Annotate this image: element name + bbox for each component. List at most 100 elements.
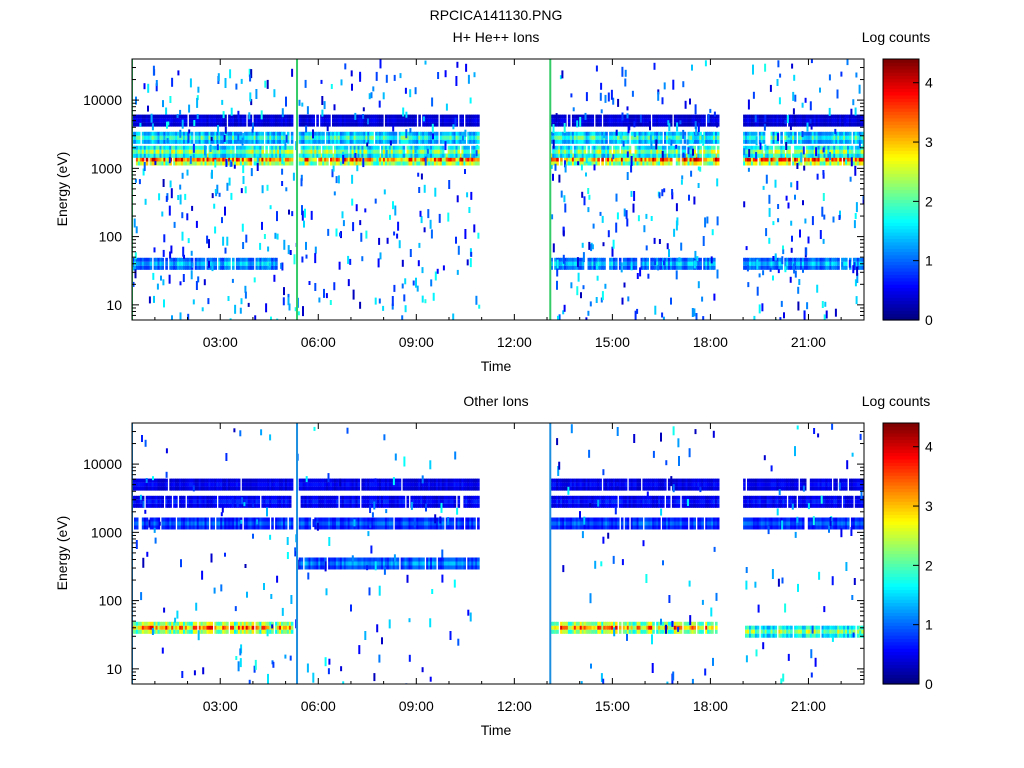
spectrogram-cell: [449, 131, 453, 136]
spectrogram-cell: [320, 161, 323, 166]
spectrogram-cell: [711, 139, 714, 144]
spectrogram-cell: [378, 298, 381, 304]
spectrogram-cell: [711, 265, 714, 270]
spectrogram-cell: [788, 118, 791, 123]
spectrogram-cell: [283, 287, 285, 296]
spectrogram-cell: [326, 122, 329, 127]
spectrogram-cell: [161, 265, 164, 270]
spectrogram-cell: [200, 261, 204, 266]
spectrogram-cell: [780, 161, 783, 166]
spectrogram-cell: [669, 153, 673, 158]
spectrogram-cell: [550, 261, 553, 266]
spectrogram-cell: [137, 135, 141, 140]
spectrogram-cell: [583, 149, 587, 154]
spectrogram-cell: [638, 161, 642, 166]
spectrogram-cell: [781, 256, 784, 265]
spectrogram-cell: [396, 161, 400, 166]
spectrogram-cell: [157, 261, 161, 266]
spectrogram-cell: [355, 204, 358, 212]
spectrogram-cell: [774, 265, 778, 270]
spectrogram-cell: [414, 122, 417, 127]
spectrogram-cell: [210, 122, 213, 127]
spectrogram-cell: [359, 118, 362, 123]
spectrogram-cell: [241, 137, 244, 146]
spectrogram-cell: [390, 135, 394, 140]
spectrogram-cell: [581, 242, 584, 248]
spectrogram-cell: [141, 161, 145, 166]
spectrogram-cell: [414, 114, 417, 119]
spectrogram-cell: [285, 187, 288, 192]
spectrogram-cell: [301, 256, 304, 263]
spectrogram-cell: [351, 118, 355, 123]
spectrogram-cell: [666, 114, 669, 119]
spectrogram-cell: [341, 139, 345, 144]
spectrogram-cell: [713, 122, 716, 127]
spectrogram-cell: [266, 184, 269, 191]
spectrogram-cell: [615, 118, 618, 123]
spectrogram-cell: [695, 114, 698, 119]
spectrogram-cell: [257, 118, 261, 123]
spectrogram-cell: [184, 193, 187, 200]
spectrogram-cell: [320, 139, 323, 144]
spectrogram-cell: [175, 149, 178, 154]
spectrogram-cell: [375, 71, 378, 81]
spectrogram-cell: [232, 122, 235, 127]
spectrogram-cell: [583, 196, 586, 206]
spectrogram-cell: [630, 156, 633, 166]
spectrogram-cell: [552, 243, 555, 253]
spectrogram-cell: [642, 257, 645, 262]
spectrogram-cell: [772, 153, 776, 158]
spectrogram-cell: [828, 107, 831, 116]
spectrogram-cell: [815, 114, 819, 119]
spectrogram-cell: [434, 271, 437, 281]
spectrogram-cell: [452, 313, 455, 320]
spectrogram-cell: [367, 118, 369, 125]
spectrogram-cell: [269, 145, 272, 150]
spectrogram-cell: [142, 168, 145, 176]
spectrogram-cell: [396, 153, 400, 158]
spectrogram-cell: [613, 265, 616, 270]
spectrogram-cell: [291, 211, 294, 217]
spectrogram-cell: [298, 157, 302, 162]
spectrogram-cell: [567, 153, 571, 158]
spectrogram-cell: [228, 139, 231, 144]
spectrogram-cell: [353, 161, 357, 166]
spectrogram-cell: [650, 149, 653, 154]
spectrogram-cell: [211, 263, 214, 272]
spectrogram-cell: [259, 145, 262, 150]
spectrogram-cell: [386, 161, 390, 166]
spectrogram-cell: [699, 261, 702, 266]
spectrogram-cell: [550, 135, 553, 140]
spectrogram-cell: [167, 135, 170, 140]
spectrogram-cell: [571, 161, 575, 166]
spectrogram-cell: [398, 149, 402, 154]
spectrogram-cell: [137, 257, 141, 262]
spectrogram-cell: [788, 135, 791, 140]
spectrogram-cell: [615, 222, 618, 233]
spectrogram-cell: [589, 131, 593, 136]
spectrogram-cell: [813, 145, 817, 150]
spectrogram-cell: [617, 153, 620, 158]
spectrogram-cell: [463, 145, 466, 150]
spectrogram-cell: [695, 135, 698, 140]
spectrogram-cell: [752, 157, 756, 162]
spectrogram-cell: [290, 145, 294, 150]
spectrogram-cell: [644, 149, 647, 154]
spectrogram-cell: [671, 265, 675, 270]
spectrogram-cell: [326, 145, 329, 150]
spectrogram-cell: [840, 71, 843, 77]
spectrogram-cell: [650, 141, 653, 150]
spectrogram-cell: [184, 122, 188, 127]
y-tick-label: 100: [99, 229, 123, 245]
spectrogram-cell: [150, 113, 153, 123]
spectrogram-cell: [581, 153, 585, 158]
spectrogram-cell: [687, 114, 691, 119]
spectrogram-cell: [803, 139, 807, 144]
spectrogram-cell: [337, 135, 341, 140]
spectrogram-cell: [558, 261, 561, 266]
spectrogram-cell: [681, 261, 685, 266]
spectrogram-cell: [858, 114, 862, 119]
spectrogram-cell: [652, 139, 655, 144]
spectrogram-cell: [369, 145, 372, 150]
spectrogram-cell: [613, 145, 616, 150]
